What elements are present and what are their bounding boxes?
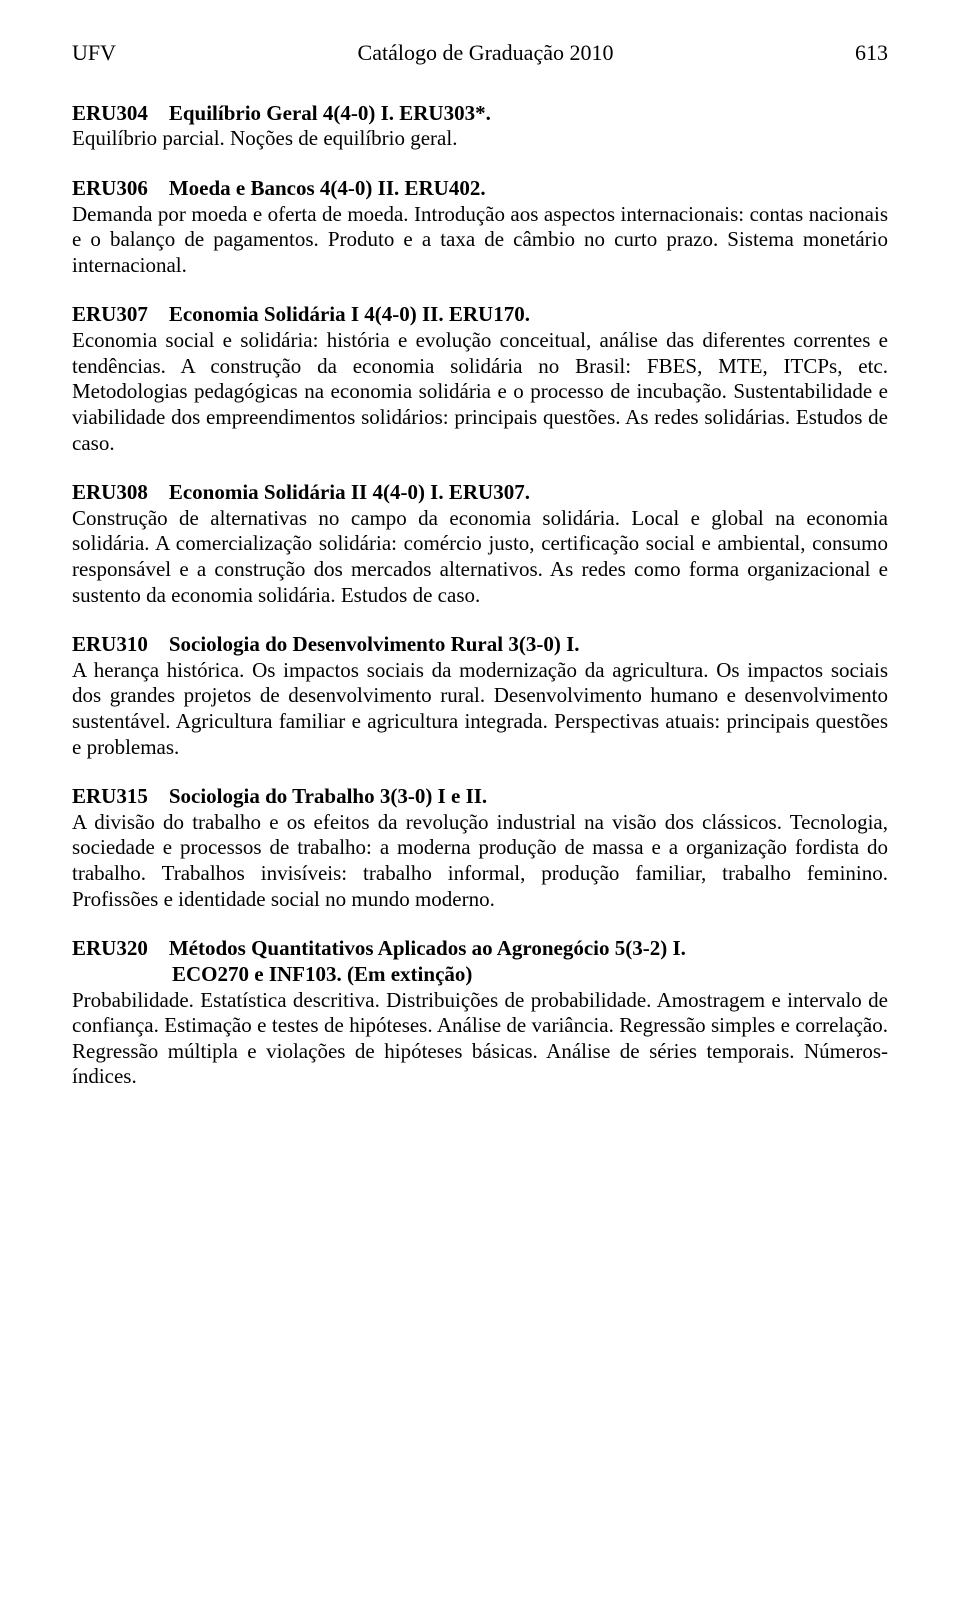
course-subtitle: ECO270 e INF103. (Em extinção) bbox=[172, 962, 472, 986]
course-description: Construção de alternativas no campo da e… bbox=[72, 506, 888, 608]
header-title: Catálogo de Graduação 2010 bbox=[116, 40, 855, 67]
course-description: A divisão do trabalho e os efeitos da re… bbox=[72, 810, 888, 912]
course-code: ERU310 bbox=[72, 632, 148, 656]
course-description: A herança histórica. Os impactos sociais… bbox=[72, 658, 888, 760]
course-entry: ERU315 Sociologia do Trabalho 3(3-0) I e… bbox=[72, 784, 888, 912]
course-title: Economia Solidária I 4(4-0) II. ERU170. bbox=[169, 302, 530, 326]
course-title: Moeda e Bancos 4(4-0) II. ERU402. bbox=[169, 176, 486, 200]
header-page-number: 613 bbox=[855, 40, 888, 67]
course-description: Equilíbrio parcial. Noções de equilíbrio… bbox=[72, 126, 888, 152]
course-entry: ERU304 Equilíbrio Geral 4(4-0) I. ERU303… bbox=[72, 101, 888, 152]
course-code: ERU304 bbox=[72, 101, 148, 125]
page-header: UFV Catálogo de Graduação 2010 613 bbox=[72, 40, 888, 67]
course-code: ERU315 bbox=[72, 784, 148, 808]
course-entry: ERU308 Economia Solidária II 4(4-0) I. E… bbox=[72, 480, 888, 608]
course-description: Demanda por moeda e oferta de moeda. Int… bbox=[72, 202, 888, 279]
course-description: Probabilidade. Estatística descritiva. D… bbox=[72, 988, 888, 1090]
course-entry: ERU320 Métodos Quantitativos Aplicados a… bbox=[72, 936, 888, 1090]
header-institution: UFV bbox=[72, 40, 116, 67]
course-title: Sociologia do Desenvolvimento Rural 3(3-… bbox=[169, 632, 580, 656]
course-title: Economia Solidária II 4(4-0) I. ERU307. bbox=[169, 480, 530, 504]
course-code: ERU320 bbox=[72, 936, 148, 960]
course-code: ERU308 bbox=[72, 480, 148, 504]
course-title: Sociologia do Trabalho 3(3-0) I e II. bbox=[169, 784, 487, 808]
course-description: Economia social e solidária: história e … bbox=[72, 328, 888, 456]
course-title: Equilíbrio Geral 4(4-0) I. ERU303*. bbox=[169, 101, 491, 125]
course-code: ERU307 bbox=[72, 302, 148, 326]
course-code: ERU306 bbox=[72, 176, 148, 200]
course-entry: ERU310 Sociologia do Desenvolvimento Rur… bbox=[72, 632, 888, 760]
course-title: Métodos Quantitativos Aplicados ao Agron… bbox=[169, 936, 686, 960]
course-entry: ERU307 Economia Solidária I 4(4-0) II. E… bbox=[72, 302, 888, 456]
course-entry: ERU306 Moeda e Bancos 4(4-0) II. ERU402.… bbox=[72, 176, 888, 278]
